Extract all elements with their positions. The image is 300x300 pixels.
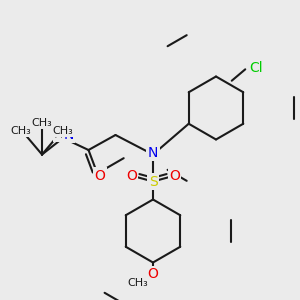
Text: S: S [148,175,158,188]
Text: CH₃: CH₃ [52,125,74,136]
Text: O: O [126,169,137,182]
Text: CH₃: CH₃ [128,278,148,289]
Text: N: N [148,146,158,160]
Text: O: O [148,268,158,281]
Text: CH₃: CH₃ [11,125,32,136]
Text: Cl: Cl [249,61,262,75]
Text: O: O [169,169,180,182]
Text: O: O [94,169,105,182]
Text: N: N [63,128,74,142]
Text: H: H [54,128,63,141]
Text: CH₃: CH₃ [32,118,52,128]
